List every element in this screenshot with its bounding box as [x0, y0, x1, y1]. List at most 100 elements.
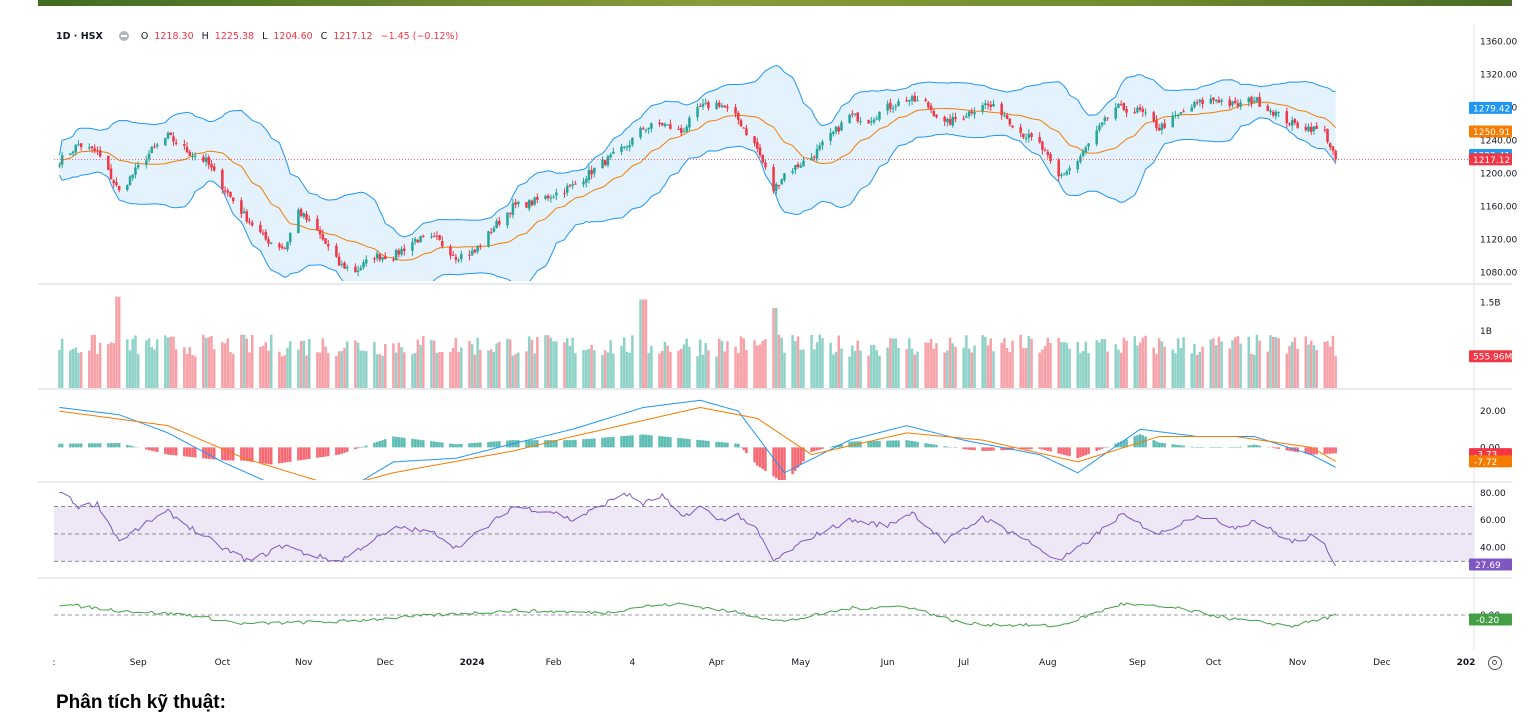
candle-body	[1060, 175, 1063, 176]
candle-body	[1068, 168, 1071, 170]
macd-histogram-bar	[400, 438, 403, 448]
volume-bar	[1177, 338, 1180, 388]
volume-bar	[208, 337, 211, 388]
macd-histogram-bar	[479, 442, 482, 447]
macd-histogram-bar	[555, 440, 558, 447]
volume-bar	[878, 356, 881, 388]
volume-bar	[620, 346, 623, 388]
macd-histogram-bar	[452, 444, 455, 447]
macd-histogram-bar	[704, 441, 707, 448]
candle-body	[1022, 134, 1025, 138]
volume-bar	[61, 339, 64, 388]
candle-body	[680, 128, 683, 133]
candle-body	[797, 164, 800, 167]
volume-bar	[631, 335, 634, 388]
volume-bar	[189, 347, 192, 388]
volume-bar	[1190, 353, 1193, 388]
volume-bar	[417, 340, 420, 388]
candle-body	[175, 143, 178, 144]
volume-bar	[338, 351, 341, 388]
volume-bar	[813, 349, 816, 388]
macd-axis-tick: 20.00	[1480, 407, 1506, 417]
volume-bar	[536, 337, 539, 388]
x-tick-label: May	[791, 658, 810, 668]
volume-bar	[110, 342, 113, 388]
macd-histogram-bar	[1057, 447, 1060, 453]
volume-bar	[601, 355, 604, 388]
candle-body	[414, 239, 417, 242]
x-tick-label: Oct	[1206, 658, 1222, 668]
candle-body	[886, 104, 889, 111]
macd-histogram-bar	[886, 441, 889, 448]
candle-body	[479, 246, 482, 247]
macd-histogram-bar	[642, 434, 645, 447]
macd-histogram-bar	[1133, 436, 1136, 447]
candle-body	[1082, 151, 1085, 156]
candle-body	[1229, 100, 1232, 107]
volume-bar	[574, 353, 577, 388]
macd-histogram-bar	[381, 440, 384, 447]
macd-histogram-bar	[1329, 447, 1332, 453]
candle-body	[1220, 100, 1223, 101]
x-tick-label: Dec	[377, 658, 394, 668]
macd-histogram-bar	[172, 447, 175, 455]
volume-bar	[555, 341, 558, 388]
candle-body	[436, 236, 439, 237]
macd-histogram-bar	[270, 447, 273, 464]
volume-bar	[1000, 343, 1003, 388]
settings-icon[interactable]	[1488, 656, 1502, 670]
candle-body	[80, 143, 83, 147]
candle-body	[417, 240, 420, 243]
volume-bar	[175, 349, 178, 388]
macd-histogram-bar	[1044, 447, 1047, 450]
macd-histogram-bar	[436, 442, 439, 447]
candle-body	[360, 268, 363, 270]
macd-histogram-bar	[1060, 447, 1063, 454]
candle-body	[357, 270, 360, 271]
volume-bar	[1286, 354, 1289, 388]
candle-body	[213, 166, 216, 170]
macd-histogram-bar	[740, 447, 743, 448]
macd-histogram-bar	[742, 447, 745, 450]
candle-body	[468, 255, 471, 256]
volume-bar	[1229, 348, 1232, 388]
macd-histogram-bar	[1068, 447, 1071, 456]
macd-histogram-bar	[536, 440, 539, 447]
price-axis-tick: 1320.00	[1480, 70, 1517, 80]
candle-body	[544, 196, 547, 199]
volume-bar	[246, 339, 249, 388]
macd-histogram-bar	[156, 447, 159, 452]
macd-histogram-bar	[897, 440, 900, 447]
macd-histogram-bar	[590, 439, 593, 448]
candle-body	[666, 124, 669, 125]
volume-bar	[642, 299, 645, 388]
candle-body	[134, 168, 137, 175]
candle-body	[1133, 112, 1136, 113]
macd-histogram-bar	[441, 443, 444, 448]
macd-histogram-bar	[338, 447, 341, 454]
macd-histogram-bar	[889, 441, 892, 448]
candle-body	[647, 128, 650, 130]
candle-body	[1114, 108, 1117, 119]
volume-bar	[1025, 348, 1028, 388]
macd-histogram-bar	[620, 436, 623, 447]
volume-bar	[419, 345, 422, 388]
volume-bar	[737, 353, 740, 388]
macd-histogram-bar	[1098, 447, 1101, 450]
volume-bar	[916, 352, 919, 388]
volume-bar	[88, 350, 91, 388]
candle-body	[172, 136, 175, 141]
candle-body	[487, 231, 490, 247]
macd-histogram-bar	[946, 447, 949, 448]
volume-bar	[1258, 341, 1261, 388]
macd-histogram-bar	[493, 441, 496, 447]
candle-body	[780, 179, 783, 184]
macd-histogram-bar	[289, 447, 292, 461]
volume-bar	[509, 339, 512, 388]
volume-bar	[232, 354, 235, 388]
volume-bar	[677, 351, 680, 388]
candle-body	[965, 116, 968, 118]
volume-bar	[517, 353, 520, 388]
volume-bar	[346, 341, 349, 388]
